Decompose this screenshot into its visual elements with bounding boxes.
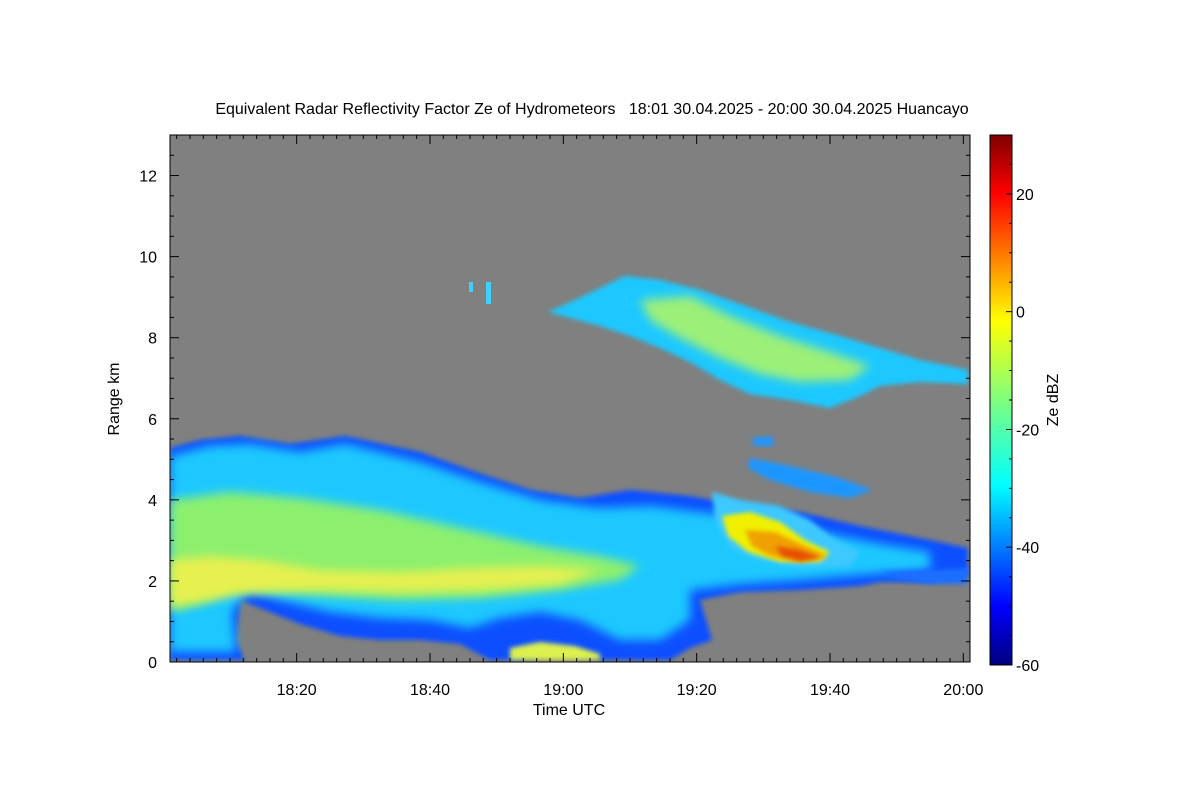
low-cloud-yellow [170, 556, 600, 606]
low-fragment [880, 568, 968, 584]
echo-core-red [775, 546, 822, 561]
colorbar-ticks: 20 0 -20 -40 -60 [1006, 134, 1039, 675]
y-axis-label: Range km [106, 363, 123, 436]
colorbar-tick-label: -40 [1016, 540, 1039, 557]
upper-cloud-fragment [486, 282, 491, 304]
upper-cloud-fragment [469, 282, 473, 292]
colorbar [989, 134, 1013, 666]
colorbar-tick-label: 20 [1016, 187, 1034, 204]
colorbar-tick-label: -20 [1016, 422, 1039, 439]
colorbar-tick-label: 0 [1016, 305, 1025, 322]
reflectivity-field [170, 276, 968, 660]
x-tick-label: 19:00 [543, 682, 583, 699]
chart-title: Equivalent Radar Reflectivity Factor Ze … [215, 101, 968, 118]
surface-echo [510, 642, 600, 660]
y-tick-label: 6 [148, 412, 157, 429]
upper-cloud-inner [640, 296, 870, 382]
y-axis: 0 2 4 6 8 10 12 [139, 134, 970, 672]
y-tick-label: 4 [148, 493, 157, 510]
x-tick-label: 19:40 [810, 682, 850, 699]
colorbar-tick-label: -60 [1016, 658, 1039, 675]
x-axis-label: Time UTC [533, 702, 605, 719]
x-axis: 18:20 18:40 19:00 19:20 19:40 20:00 [176, 135, 983, 699]
y-tick-label: 12 [139, 169, 157, 186]
y-tick-label: 2 [148, 574, 157, 591]
colorbar-label: Ze dBZ [1045, 374, 1062, 427]
mid-streak [752, 436, 774, 446]
y-tick-label: 8 [148, 331, 157, 348]
x-tick-label: 18:40 [410, 682, 450, 699]
x-tick-label: 19:20 [677, 682, 717, 699]
y-tick-label: 10 [139, 250, 157, 267]
x-tick-label: 20:00 [943, 682, 983, 699]
mid-streak [748, 458, 872, 498]
x-tick-label: 18:20 [277, 682, 317, 699]
y-tick-label: 0 [148, 655, 157, 672]
